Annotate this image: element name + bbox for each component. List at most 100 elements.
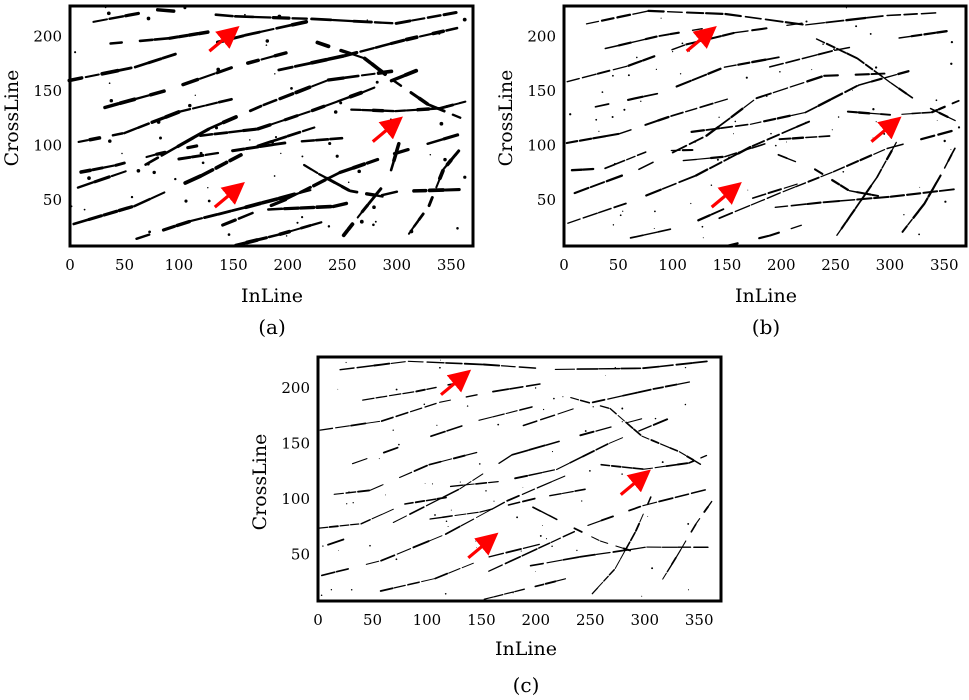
fault-trace-segment [215,66,233,75]
x-tick-label: 50 [609,256,628,274]
fault-trace-segment [410,17,426,22]
fault-trace-segment [506,494,520,502]
fault-trace-segment [680,540,687,550]
fault-trace-segment [791,136,805,140]
noise-speck [641,595,643,597]
fault-trace-segment [622,391,638,397]
fault-trace-segment [720,125,734,129]
noise-speck [436,424,438,426]
fault-trace-segment [678,451,687,456]
fault-trace-segment [155,8,176,13]
panel-a-caption: (a) [258,315,286,339]
fault-trace-segment [671,144,688,154]
noise-speck [654,210,656,213]
fault-trace-segment [327,538,345,546]
noise-speck [378,458,380,460]
fault-trace-segment [427,107,441,111]
panel-a-ticks: 0 50 100 150 200 250 300 350 50 100 150 200 [33,28,465,275]
fault-trace-segment [578,553,596,558]
fault-trace-segment [714,98,729,104]
fault-trace-segment [859,154,873,162]
noise-speck [935,99,938,102]
fault-trace-segment [751,58,767,64]
fault-trace-segment [548,514,558,521]
fault-trace-segment [339,48,352,56]
noise-speck [439,121,444,126]
fault-trace-segment [529,562,544,567]
fault-trace-segment [465,394,478,398]
fault-trace-segment [362,397,375,401]
noise-speck [539,534,542,537]
fault-trace-segment [341,228,350,238]
fault-trace-segment [491,413,505,418]
noise-speck [811,69,813,71]
fault-trace-segment [886,143,904,150]
fault-trace-segment [772,87,789,94]
noise-speck [74,51,77,54]
fault-trace-segment [351,162,367,170]
x-tick-label: 0 [559,256,569,274]
fault-trace-segment [352,19,373,24]
fault-trace-segment [521,548,538,557]
fault-trace-segment [133,197,151,208]
fault-trace-segment [801,54,818,60]
fault-trace-segment [845,16,867,22]
fault-trace-segment [678,175,696,184]
y-tick-label: 50 [537,191,556,209]
fault-trace-segment [259,27,275,33]
fault-trace-segment [604,44,619,50]
noise-speck [611,115,614,119]
fault-trace-segment [394,19,412,25]
fault-trace-segment [102,209,119,217]
x-tick-label: 350 [685,611,714,629]
noise-speck [316,183,319,186]
noise-speck [70,205,73,208]
fault-trace-segment [409,506,425,515]
noise-speck [431,483,434,485]
fault-trace-segment [599,540,609,544]
fault-trace-segment [413,464,428,472]
noise-speck [274,136,278,139]
fault-trace-segment [539,414,556,421]
noise-speck [831,129,833,131]
noise-speck [661,461,664,464]
noise-speck [285,235,288,237]
fault-trace-segment [605,132,620,137]
fault-trace-segment [528,444,546,451]
fault-trace-segment [525,383,541,388]
fault-trace-segment [216,209,232,216]
noise-speck [357,169,361,174]
noise-speck [372,223,375,227]
fault-trace-segment [404,501,414,505]
fault-trace-segment [805,136,818,139]
fault-trace-segment [300,224,312,230]
fault-trace-segment [403,68,419,77]
panel-c-caption: (c) [513,673,540,697]
fault-trace-segment [356,211,363,219]
fault-trace-segment [424,402,437,408]
fault-trace-segment [778,137,792,141]
red-arrow [213,181,245,209]
fault-trace-segment [197,30,210,36]
fault-trace-segment [439,399,451,403]
fault-trace-segment [333,181,344,188]
fault-trace-segment [920,12,937,15]
fault-trace-segment [392,79,403,87]
fault-trace-segment [175,219,191,228]
x-tick-label: 200 [767,256,796,274]
fault-trace-segment [839,198,856,202]
noise-speck [244,13,246,16]
fault-trace-segment [815,38,826,44]
fault-trace-segment [634,522,641,532]
fault-trace-segment [373,21,394,25]
noise-speck [857,85,859,87]
fault-trace-segment [528,471,543,477]
fault-trace-segment [823,74,839,77]
fault-trace-segment [150,191,166,200]
panel-b-xlabel: InLine [735,285,797,307]
fault-trace-segment [652,386,664,390]
fault-trace-segment [621,466,633,469]
x-tick-label: 150 [713,256,742,274]
fault-trace-segment [845,160,860,167]
fault-trace-segment [407,581,420,586]
